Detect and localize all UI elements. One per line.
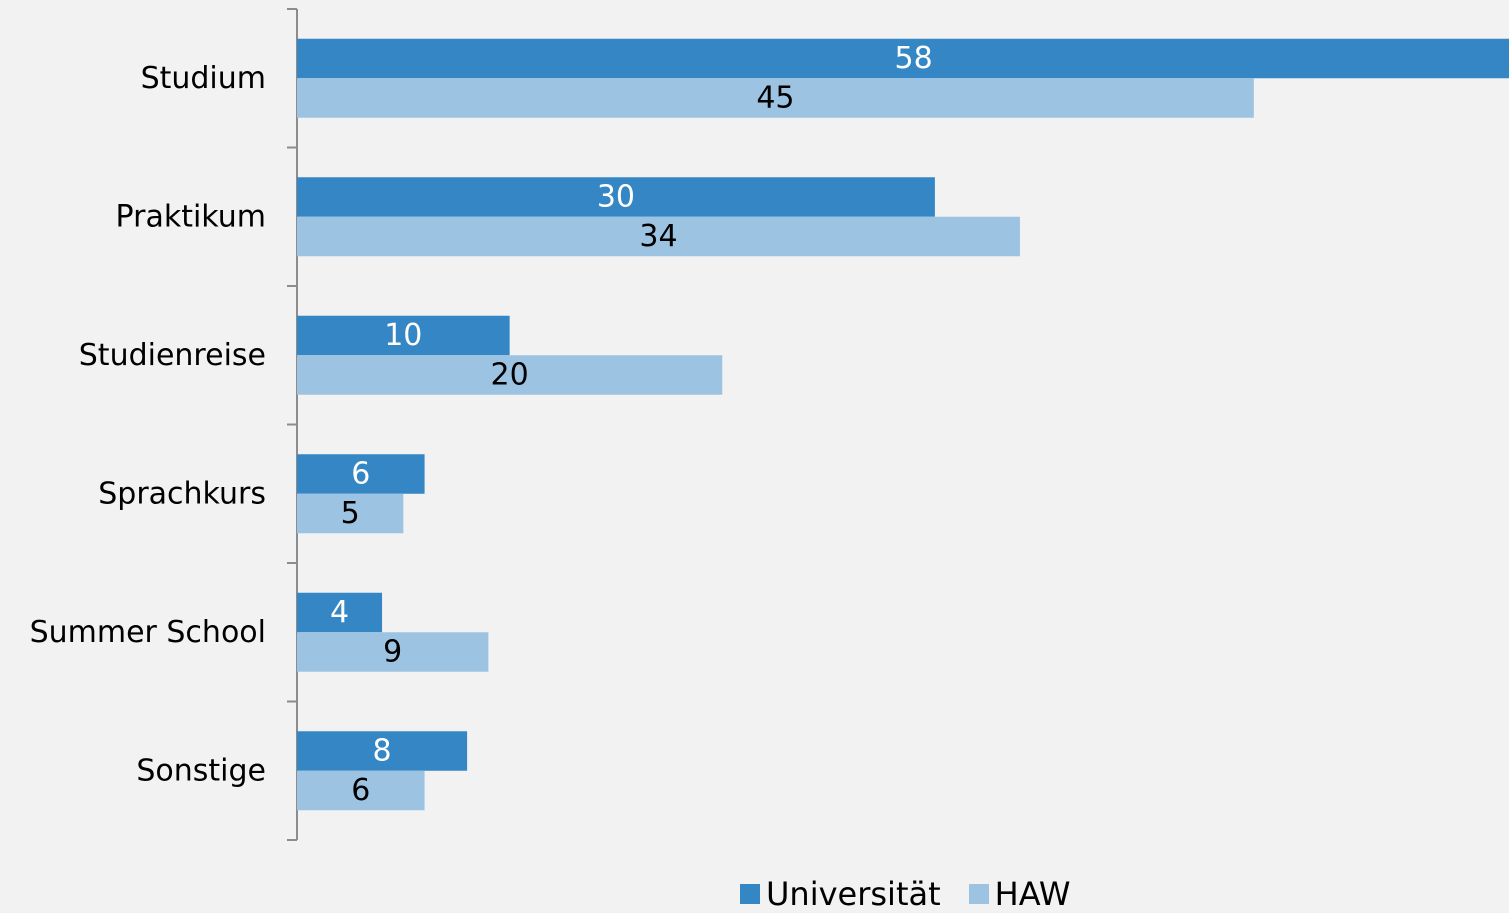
data-label-haw-sonstige: 6 — [351, 773, 370, 808]
data-label-haw-sprachkurs: 5 — [341, 496, 360, 531]
category-label-studium: Studium — [141, 61, 266, 96]
legend-label-haw: HAW — [994, 875, 1071, 913]
category-label-summer-school: Summer School — [30, 615, 266, 650]
data-label-haw-praktikum: 34 — [639, 219, 677, 254]
bar-haw-sonstige — [297, 770, 425, 811]
data-label-universit-t-praktikum: 30 — [597, 180, 635, 215]
data-label-haw-studienreise: 20 — [491, 358, 529, 393]
category-label-sprachkurs: Sprachkurs — [98, 476, 266, 511]
bar-universit-t-studienreise — [297, 315, 510, 356]
bars-group — [297, 38, 1509, 811]
bar-universit-t-sprachkurs — [297, 454, 425, 494]
legend-swatch-universitaet — [740, 884, 760, 904]
legend-item-universitaet: Universität — [740, 875, 941, 913]
category-axis — [287, 8, 298, 841]
data-label-haw-summer-school: 9 — [383, 635, 402, 670]
data-label-universit-t-studium: 58 — [895, 41, 933, 76]
bar-haw-sprachkurs — [297, 493, 404, 534]
category-labels-group: Studium Praktikum Studienreise Sprachkurs Su… — [30, 61, 266, 789]
legend: Universität HAW — [740, 875, 1098, 913]
data-label-universit-t-sprachkurs: 6 — [351, 457, 370, 492]
bar-universit-t-praktikum — [297, 177, 935, 217]
legend-swatch-haw — [968, 884, 989, 904]
bar-haw-studienreise — [297, 355, 723, 395]
data-label-universit-t-sonstige: 8 — [373, 734, 392, 769]
bar-universit-t-studium — [297, 38, 1509, 79]
data-label-universit-t-studienreise: 10 — [384, 318, 422, 353]
bar-haw-summer-school — [297, 632, 489, 672]
bar-haw-praktikum — [297, 216, 1020, 257]
bar-haw-studium — [297, 78, 1254, 118]
bar-universit-t-sonstige — [297, 731, 468, 771]
legend-item-haw: HAW — [968, 875, 1071, 913]
category-label-studienreise: Studienreise — [79, 338, 266, 373]
category-label-sonstige: Sonstige — [136, 753, 266, 788]
legend-label-universitaet: Universität — [766, 875, 941, 913]
bar-universit-t-summer-school — [297, 592, 383, 633]
category-label-praktikum: Praktikum — [116, 199, 266, 234]
data-label-haw-studium: 45 — [756, 81, 794, 116]
data-label-universit-t-summer-school: 4 — [330, 595, 349, 630]
